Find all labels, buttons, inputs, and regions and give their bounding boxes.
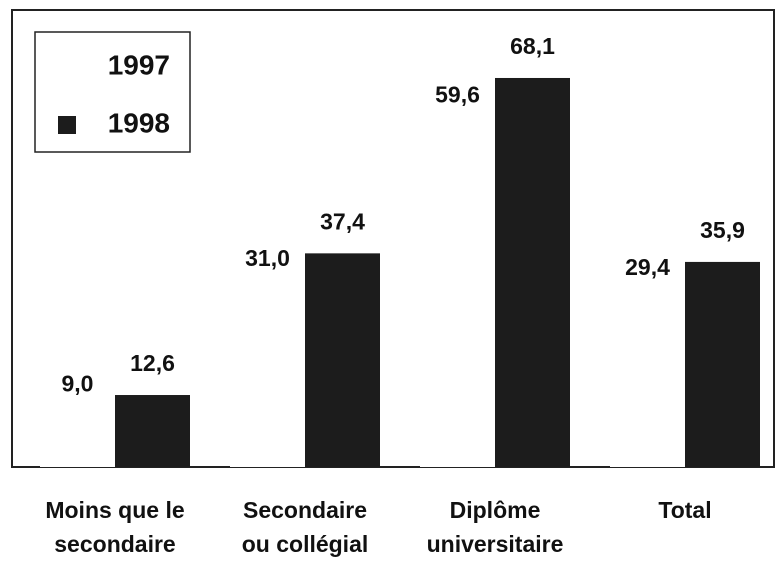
bar <box>230 289 305 467</box>
plot-frame <box>11 9 775 468</box>
data-label: 31,0 <box>245 245 290 271</box>
bar <box>495 77 570 467</box>
data-label: 12,6 <box>130 350 175 376</box>
data-label: 68,1 <box>510 33 555 59</box>
x-tick-label: ou collégial <box>242 531 369 557</box>
x-tick-label: secondaire <box>54 531 175 557</box>
x-tick-label: universitaire <box>427 531 564 557</box>
bar <box>685 261 760 467</box>
x-tick-label: Moins que le <box>45 497 184 523</box>
bar <box>610 299 685 467</box>
bar <box>305 253 380 467</box>
data-label: 35,9 <box>700 217 745 243</box>
x-tick-label: Diplôme <box>450 497 541 523</box>
bar <box>420 126 495 467</box>
data-label: 29,4 <box>625 254 670 280</box>
x-tick-label: Total <box>658 497 711 523</box>
legend-swatch <box>58 116 76 134</box>
legend-label: 1997 <box>108 49 170 80</box>
bar <box>115 395 190 467</box>
legend-swatch <box>58 58 76 76</box>
bar <box>40 415 115 467</box>
data-label: 59,6 <box>435 82 480 108</box>
x-tick-label: Secondaire <box>243 497 367 523</box>
data-label: 9,0 <box>62 371 94 397</box>
legend-label: 1998 <box>108 107 170 138</box>
data-label: 37,4 <box>320 208 365 234</box>
